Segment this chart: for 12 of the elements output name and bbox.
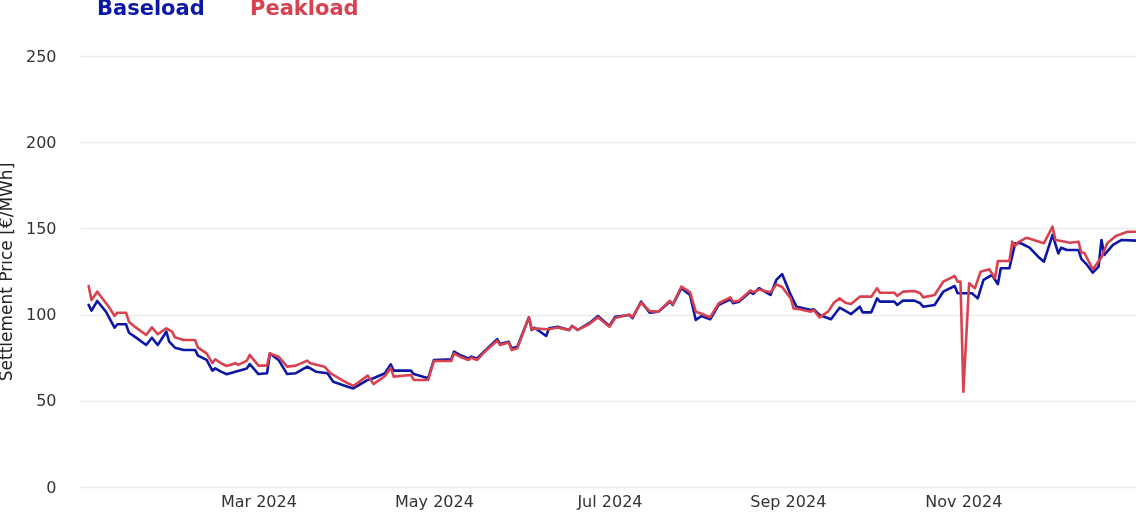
y-tick-label: 100	[25, 305, 57, 325]
y-tick-label: 0	[46, 477, 57, 497]
x-tick-label: Sep 2024	[750, 491, 827, 511]
x-tick-label: Mar 2024	[220, 491, 297, 511]
x-tick-label: May 2024	[394, 491, 474, 511]
x-tick-label: Nov 2024	[925, 491, 1003, 511]
x-tick-label: Jul 2024	[576, 491, 643, 511]
y-tick-label: 150	[25, 218, 57, 238]
y-tick-label: 250	[25, 46, 57, 66]
y-tick-label: 50	[36, 391, 57, 411]
y-axis-title: Settlement Price [€/MWh]	[0, 162, 16, 382]
y-tick-label: 200	[25, 132, 57, 152]
